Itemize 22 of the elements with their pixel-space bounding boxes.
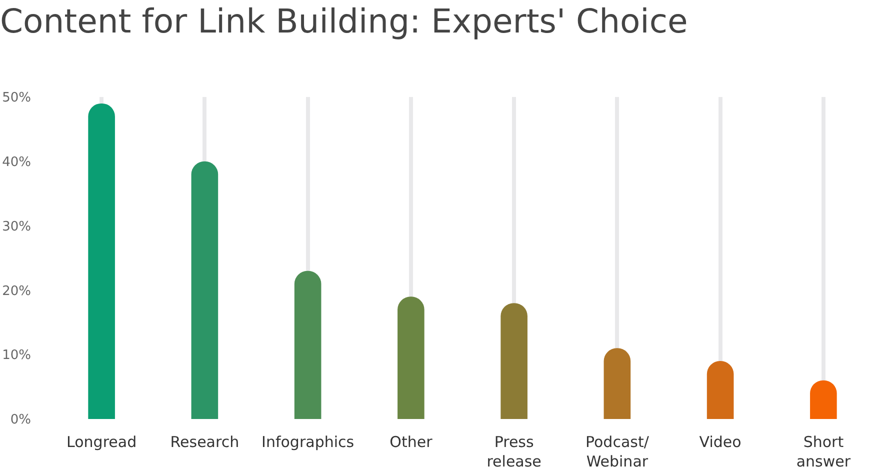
x-tick-label: Video bbox=[699, 433, 742, 451]
y-tick-label: 10% bbox=[2, 348, 31, 364]
x-tick-label: Longread bbox=[66, 433, 137, 451]
x-tick-label: Other bbox=[390, 433, 434, 451]
bar bbox=[88, 103, 115, 419]
bar bbox=[191, 161, 218, 419]
bar bbox=[500, 303, 528, 419]
bar bbox=[706, 361, 734, 419]
x-tick-label: Press release bbox=[486, 433, 542, 469]
bar bbox=[294, 270, 322, 419]
y-tick-label: 50% bbox=[2, 90, 31, 106]
x-tick-label: Podcast/ Webinar bbox=[585, 433, 650, 469]
x-tick-label: Research bbox=[170, 433, 240, 451]
bar bbox=[604, 348, 631, 419]
y-tick-label: 40% bbox=[2, 154, 31, 170]
y-tick-label: 0% bbox=[10, 412, 31, 428]
y-tick-label: 20% bbox=[2, 284, 31, 299]
y-tick-label: 30% bbox=[2, 219, 31, 234]
bar bbox=[398, 296, 424, 419]
x-tick-label: Infographics bbox=[262, 433, 354, 451]
chart-title: Content for Link Building: Experts' Choice bbox=[0, 2, 688, 41]
x-tick-label: Short answer bbox=[796, 433, 852, 469]
